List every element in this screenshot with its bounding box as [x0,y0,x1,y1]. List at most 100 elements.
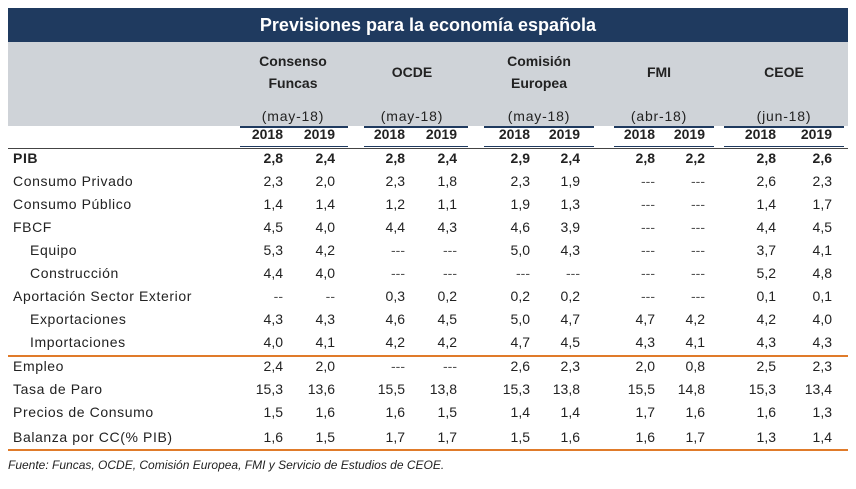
table-cell: 1,6 [263,429,283,445]
table-cell: 2,8 [385,150,405,166]
table-cell: 4,5 [263,219,283,235]
year-header: 2018 [744,126,776,142]
year-header: 2018 [498,126,530,142]
table-cell: 1,6 [560,429,580,445]
table-cell: --- [641,219,655,235]
table-cell: 0,3 [385,288,405,304]
table-cell: 13,4 [804,381,832,397]
section-separator [8,355,848,357]
table-cell: 0,1 [756,288,776,304]
year-header: 2019 [303,126,335,142]
row-label: Tasa de Paro [13,381,103,397]
table-cell: 1,7 [635,404,655,420]
source-name-funcas: Consenso Funcas [259,53,327,91]
table-cell: 1,5 [510,429,530,445]
source-date-funcas: (may-18) [261,108,325,124]
table-cell: 1,5 [315,429,335,445]
table-cell: 2,4 [263,358,283,374]
table-cell: 4,0 [315,265,335,281]
year-header: 2019 [425,126,457,142]
table-cell: 2,3 [385,173,405,189]
table-cell: 1,6 [756,404,776,420]
table-cell: 4,3 [560,242,580,258]
table-cell: --- [641,288,655,304]
table-cell: --- [691,242,705,258]
table-cell: --- [391,265,405,281]
year-header: 2018 [373,126,405,142]
table-cell: 1,4 [812,429,832,445]
table-cell: 2,8 [635,150,655,166]
table-cell: 2,3 [263,173,283,189]
table-cell: 4,1 [685,334,705,350]
table-cell: 4,4 [385,219,405,235]
table-cell: 2,4 [437,150,457,166]
table-cell: 4,3 [812,334,832,350]
table-cell: 1,7 [685,429,705,445]
table-cell: 4,5 [812,219,832,235]
table-cell: 4,2 [315,242,335,258]
table-cell: --- [443,265,457,281]
table-cell: 2,0 [315,358,335,374]
table-cell: 1,6 [635,429,655,445]
group-bottom-rule [614,146,714,147]
table-cell: 4,7 [635,311,655,327]
table-cell: 1,5 [437,404,457,420]
row-label: Importaciones [30,334,126,350]
table-cell: 4,5 [560,334,580,350]
year-header: 2019 [800,126,832,142]
table-cell: 13,6 [307,381,335,397]
table-cell: 2,6 [510,358,530,374]
table-cell: --- [391,242,405,258]
table-cell: 14,8 [677,381,705,397]
group-underline [364,126,468,128]
header-band [8,42,848,126]
source-name-ce: Comisión Europea [507,53,571,91]
year-header: 2019 [673,126,705,142]
table-cell: --- [641,196,655,212]
table-cell: 1,3 [756,429,776,445]
table-cell: 2,4 [560,150,580,166]
table-cell: 4,3 [263,311,283,327]
years-row: 2018 2019 2018 2019 2018 2019 2018 2019 2018 2019 [8,126,848,148]
section-separator [8,449,848,451]
table-cell: 1,6 [385,404,405,420]
table-cell: --- [443,242,457,258]
table-cell: 1,3 [812,404,832,420]
table-cell: --- [391,358,405,374]
table-cell: 1,4 [315,196,335,212]
source-name-ceoe: CEOE [764,64,804,80]
table-cell: 2,3 [812,173,832,189]
table-cell: 2,3 [812,358,832,374]
table-cell: 0,8 [685,358,705,374]
table-cell: 1,7 [812,196,832,212]
table-cell: --- [641,265,655,281]
source-date-ceoe: (jun-18) [756,108,812,124]
source-footnote: Fuente: Funcas, OCDE, Comisión Europea, … [8,458,445,472]
table-cell: 1,6 [685,404,705,420]
year-header: 2018 [251,126,283,142]
table-cell: 4,2 [756,311,776,327]
year-header: 2019 [548,126,580,142]
table-cell: --- [691,288,705,304]
table-cell: 15,3 [502,381,530,397]
table-cell: --- [691,196,705,212]
table-cell: 5,0 [510,311,530,327]
group-underline [614,126,714,128]
group-underline [240,126,348,128]
table-cell: 2,2 [685,150,705,166]
group-bottom-rule [724,146,844,147]
table-cell: 2,5 [756,358,776,374]
group-bottom-rule [364,146,468,147]
table-cell: --- [691,265,705,281]
table-cell: -- [273,288,283,304]
table-cell: 4,3 [437,219,457,235]
table-cell: 4,8 [812,265,832,281]
table-cell: 1,9 [510,196,530,212]
table-cell: 0,2 [560,288,580,304]
table-cell: 1,6 [315,404,335,420]
source-date-fmi: (abr-18) [630,108,688,124]
row-label: Aportación Sector Exterior [13,288,193,304]
group-bottom-rule [240,146,348,147]
table-cell: --- [641,173,655,189]
table-cell: 0,2 [437,288,457,304]
